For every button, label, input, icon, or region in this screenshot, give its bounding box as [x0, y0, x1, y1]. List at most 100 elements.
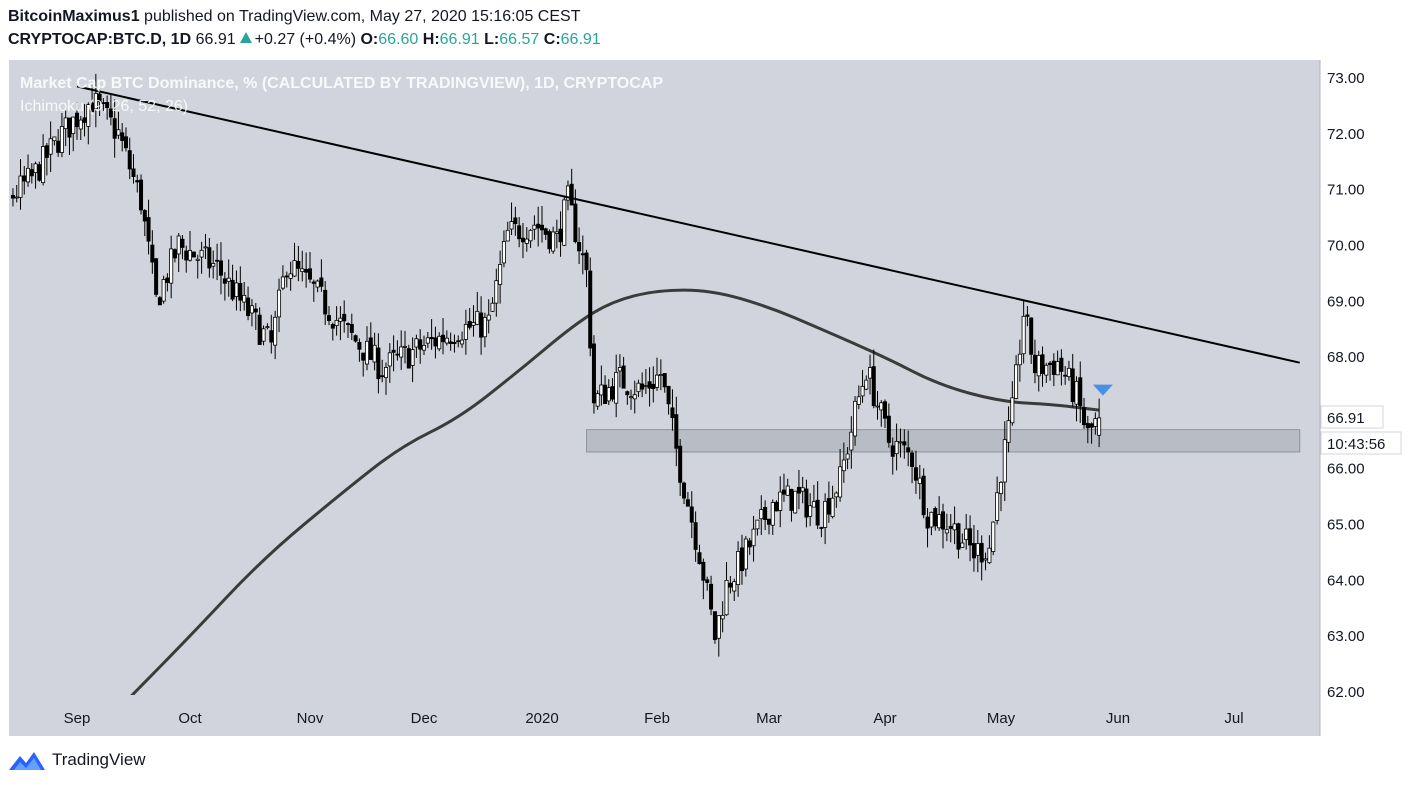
candle-body: [685, 499, 690, 507]
publish-text: published on TradingView.com, May 27, 20…: [144, 8, 581, 25]
high-label: H:: [422, 31, 440, 48]
candle-body: [1040, 354, 1045, 375]
candle-body: [437, 335, 442, 350]
candle-body: [135, 180, 140, 183]
price-change: +0.27 (+0.4%): [254, 31, 357, 48]
candle-body: [452, 341, 457, 344]
time-tick-label: Mar: [756, 710, 782, 727]
candle-body: [230, 279, 235, 300]
price-tag-text: 66.91: [1327, 410, 1365, 427]
candle-body: [614, 371, 619, 404]
candle-body: [448, 341, 453, 344]
candle-body: [547, 231, 552, 250]
price-chart[interactable]: 62.0063.0064.0065.0066.0067.0068.0069.00…: [0, 60, 1417, 736]
candle-body: [871, 366, 876, 407]
ichimoku-line: [130, 288, 1100, 695]
candle-body: [501, 241, 506, 264]
candle-body: [588, 270, 593, 349]
candle-body: [108, 108, 113, 118]
candle-body: [475, 310, 480, 325]
candle-body: [330, 324, 335, 329]
candle-body: [732, 581, 737, 592]
candle-body: [387, 352, 392, 367]
candle-body: [292, 260, 297, 277]
candle-body: [569, 183, 574, 206]
candle-body: [334, 319, 339, 327]
candle-body: [929, 511, 934, 528]
candle-body: [203, 246, 208, 249]
candle-body: [834, 492, 839, 498]
time-tick-label: Nov: [297, 710, 324, 727]
open-value: 66.60: [378, 31, 419, 48]
publish-info: BitcoinMaximus1 published on TradingView…: [8, 8, 580, 26]
candle-body: [41, 146, 46, 184]
candle-body: [890, 445, 895, 457]
candle-body: [1036, 355, 1041, 377]
candle-body: [853, 400, 858, 437]
author-name[interactable]: BitcoinMaximus1: [8, 8, 140, 25]
candle-body: [380, 375, 385, 378]
candle-body: [63, 117, 68, 130]
candle-body: [913, 467, 918, 481]
candle-body: [376, 347, 381, 380]
time-axis[interactable]: [9, 695, 1320, 736]
candle-body: [90, 102, 95, 113]
candle-body: [937, 514, 942, 529]
time-tick-label: Dec: [411, 710, 438, 727]
candle-body: [898, 441, 903, 444]
candle-body: [1051, 360, 1056, 375]
footer-brand[interactable]: TradingView: [52, 750, 146, 769]
candle-body: [161, 279, 166, 302]
candle-body: [759, 509, 764, 520]
candle-body: [712, 611, 717, 640]
candle-body: [517, 225, 522, 240]
candle-body: [165, 277, 170, 283]
candle-body: [1070, 368, 1075, 403]
candle-body: [116, 129, 121, 136]
candle-body: [716, 615, 721, 639]
candle-body: [257, 314, 262, 345]
arrow-down-icon: [1092, 384, 1113, 396]
candle-body: [785, 485, 790, 496]
candle-body: [886, 415, 891, 443]
candle-body: [670, 407, 675, 419]
price-axis[interactable]: 62.0063.0064.0065.0066.0067.0068.0069.00…: [1327, 70, 1365, 701]
tradingview-logo-icon[interactable]: [8, 748, 48, 772]
candle-body: [551, 231, 556, 252]
candle-body: [879, 402, 884, 411]
candle-body: [105, 102, 110, 108]
candle-body: [774, 501, 779, 512]
price-tick-label: 70.00: [1327, 237, 1365, 254]
resistance-trendline: [76, 85, 1300, 364]
candle-body: [59, 126, 64, 153]
candle-body: [728, 582, 733, 588]
candle-body: [288, 273, 293, 279]
candle-body: [505, 229, 510, 242]
candle-body: [142, 210, 147, 222]
candle-body: [265, 326, 270, 329]
candle-body: [902, 441, 907, 446]
candle-body: [811, 501, 816, 508]
candle-body: [418, 339, 423, 350]
candle-body: [157, 297, 162, 306]
candle-body: [629, 396, 634, 399]
candle-body: [705, 579, 710, 583]
candle-body: [180, 238, 185, 248]
time-tick-label: Apr: [873, 710, 896, 727]
candle-body: [191, 251, 196, 258]
candle-body: [215, 259, 220, 262]
candle-body: [48, 138, 53, 155]
low-label: L:: [484, 31, 500, 48]
candle-body: [1066, 367, 1071, 378]
candle-body: [482, 317, 487, 338]
candle-body: [242, 294, 247, 303]
time-tick-label: Jun: [1106, 710, 1130, 727]
candle-body: [353, 335, 358, 342]
candle-body: [184, 250, 189, 261]
candle-body: [1089, 423, 1094, 428]
candle-body: [830, 497, 835, 518]
candle-body: [1006, 420, 1011, 443]
candle-body: [662, 373, 667, 388]
candle-body: [580, 253, 585, 256]
candles-layer: [10, 73, 1102, 657]
